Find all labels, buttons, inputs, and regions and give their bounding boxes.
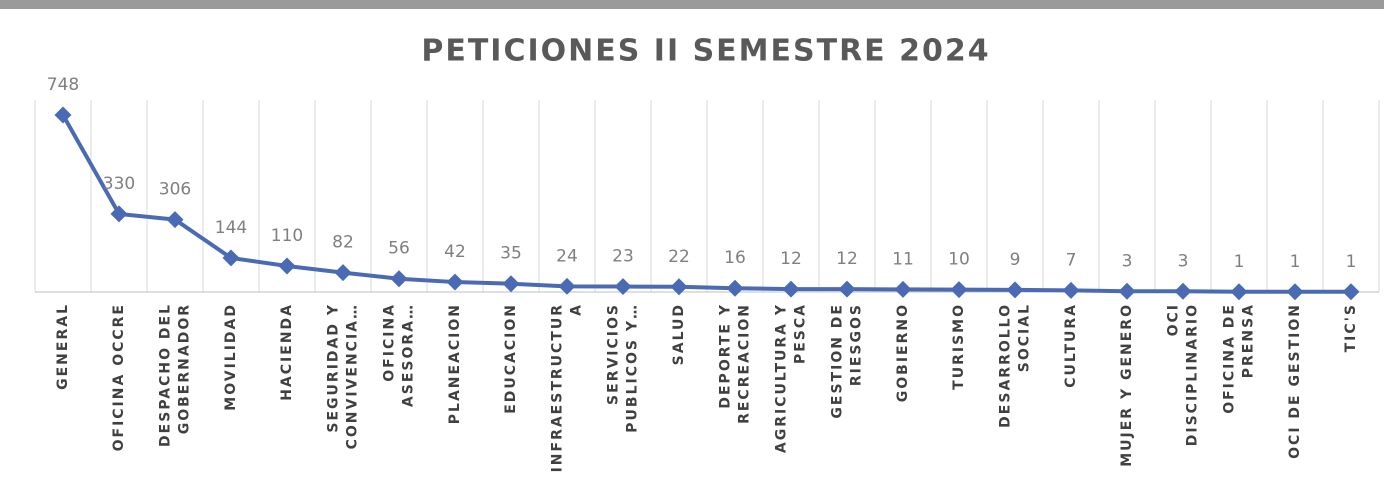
x-tick-label: HACIENDA xyxy=(279,303,295,401)
point xyxy=(54,106,72,124)
x-tick-label: AGRICULTURA Y xyxy=(774,303,790,453)
data-label: 1 xyxy=(1290,252,1301,272)
x-tick-label: DESARROLLO xyxy=(998,303,1014,428)
point xyxy=(390,270,408,288)
point xyxy=(1006,281,1024,299)
x-tick-label: DESPACHO DEL xyxy=(158,303,174,447)
x-tick-label: CULTURA xyxy=(1063,303,1079,388)
point xyxy=(1230,283,1248,301)
point xyxy=(894,280,912,298)
data-label: 110 xyxy=(271,226,303,246)
point xyxy=(670,278,688,296)
point xyxy=(614,278,632,296)
line xyxy=(61,114,1351,294)
point xyxy=(950,281,968,299)
chart-title: PETICIONES II SEMESTRE 2024 xyxy=(421,34,990,69)
data-label: 23 xyxy=(612,247,634,267)
point xyxy=(446,273,464,291)
x-tick-label: OFICINA DE xyxy=(1222,303,1238,414)
x-tick-label: GOBIERNO xyxy=(895,303,911,402)
x-tick-label: RECREACION xyxy=(737,303,753,424)
x-tick-label: GENERAL xyxy=(55,303,71,390)
data-label: 144 xyxy=(215,218,247,238)
data-label: 1 xyxy=(1234,252,1245,272)
data-label: 748 xyxy=(47,75,79,95)
x-tick-label: ASESORA… xyxy=(401,303,417,407)
data-label: 42 xyxy=(444,242,466,262)
point xyxy=(278,257,296,275)
data-label: 22 xyxy=(668,247,690,267)
x-tick-label: SALUD xyxy=(671,303,687,365)
data-label: 82 xyxy=(332,233,354,253)
x-tick-label: PRENSA xyxy=(1241,303,1257,378)
data-label: 1 xyxy=(1346,252,1357,272)
x-tick-label: DISCIPLINARIO xyxy=(1185,303,1201,446)
top-border xyxy=(0,0,1384,9)
x-tick-label: A xyxy=(569,303,585,316)
data-label: 7 xyxy=(1066,250,1077,270)
x-tick-label: SOCIAL xyxy=(1017,303,1033,372)
point xyxy=(782,280,800,298)
data-label: 56 xyxy=(388,239,410,259)
x-tick-label: OCI xyxy=(1166,303,1182,336)
point xyxy=(166,211,184,229)
x-tick-label: OCI DE GESTION xyxy=(1287,303,1303,459)
x-tick-label: CONVIVENCIA… xyxy=(345,303,361,449)
x-tick-label: SEGURIDAD Y xyxy=(326,303,342,433)
point xyxy=(1174,282,1192,300)
data-label: 330 xyxy=(103,174,135,194)
x-tick-label: EDUCACION xyxy=(503,303,519,414)
data-label: 9 xyxy=(1010,250,1021,270)
point xyxy=(334,264,352,282)
x-tick-label: OFICINA xyxy=(382,303,398,382)
data-label: 11 xyxy=(892,249,914,269)
data-label: 12 xyxy=(780,249,802,269)
point xyxy=(1286,283,1304,301)
x-tick-label: GOBERNADOR xyxy=(177,303,193,434)
point xyxy=(222,249,240,267)
point xyxy=(838,280,856,298)
x-tick-label: DEPORTE Y xyxy=(718,303,734,409)
data-label: 24 xyxy=(556,246,578,266)
x-tick-label: INFRAESTRUCTUR xyxy=(550,303,566,472)
point xyxy=(1342,283,1360,301)
x-tick-label: RIESGOS xyxy=(849,303,865,386)
x-tick-label: TURISMO xyxy=(951,303,967,390)
data-label: 3 xyxy=(1178,251,1189,271)
x-tick-label: OFICINA OCCRE xyxy=(111,303,127,451)
point xyxy=(502,275,520,293)
data-label: 306 xyxy=(159,180,191,200)
point xyxy=(726,279,744,297)
x-tick-label: PESCA xyxy=(793,303,809,364)
data-label: 10 xyxy=(948,250,970,270)
data-label: 12 xyxy=(836,249,858,269)
x-tick-label: GESTION DE xyxy=(830,303,846,419)
point xyxy=(1062,281,1080,299)
data-label: 16 xyxy=(724,248,746,268)
x-tick-label: TIC'S xyxy=(1343,303,1359,352)
x-tick-label: MUJER Y GENERO xyxy=(1119,303,1135,467)
data-label: 35 xyxy=(500,244,522,264)
x-tick-label: MOVILIDAD xyxy=(223,303,239,411)
x-tick-label: PLANEACION xyxy=(447,303,463,424)
x-tick-label: PUBLICOS Y… xyxy=(625,303,641,433)
point xyxy=(1118,282,1136,300)
x-tick-label: SERVICIOS xyxy=(606,303,622,405)
data-label: 3 xyxy=(1122,251,1133,271)
point xyxy=(110,205,128,223)
point xyxy=(558,277,576,295)
